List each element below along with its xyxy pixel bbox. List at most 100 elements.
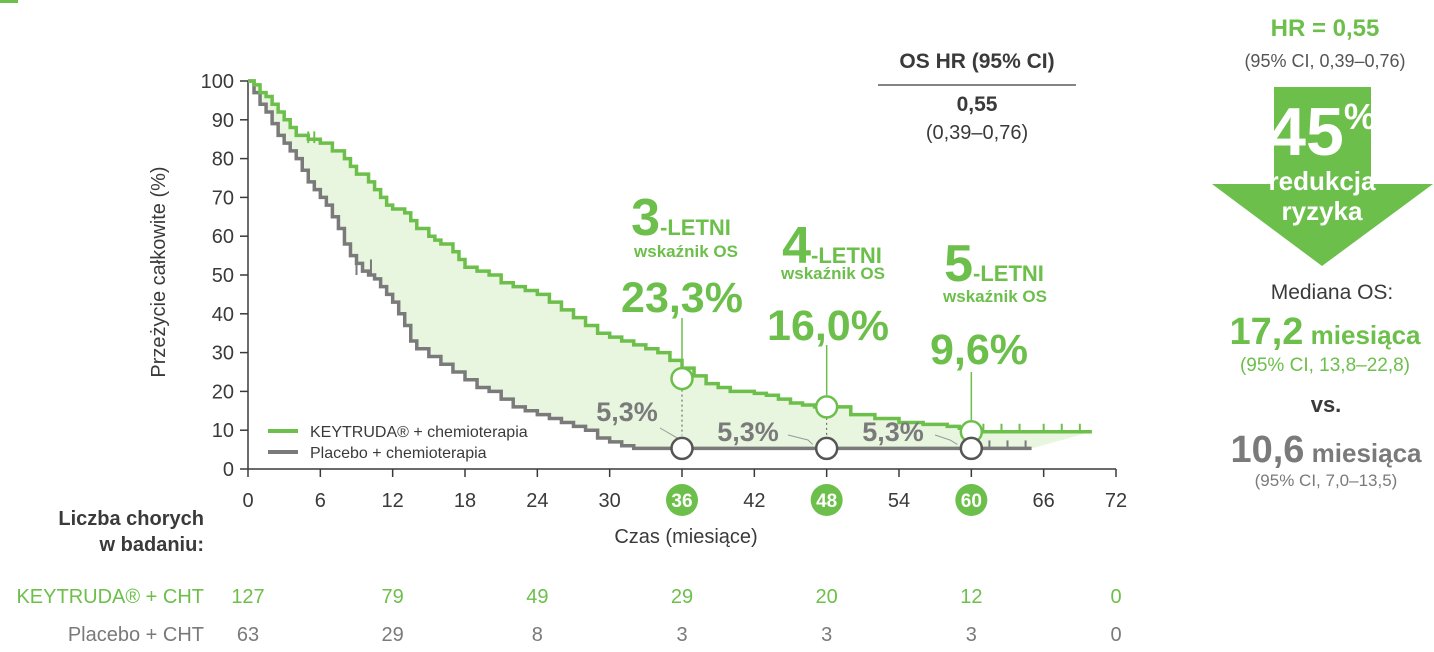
median-label: Mediana OS: [1271, 281, 1394, 304]
milestone-4y: 4-LETNI wskaźnik OS 16,0% 5,3% [717, 217, 889, 447]
y-tick-label-50: 50 [212, 265, 234, 287]
placebo-connector-36 [659, 427, 679, 439]
hr-ci: (95% CI, 0,39–0,76) [1244, 51, 1405, 71]
x-tick-label-0: 0 [242, 490, 253, 512]
risk-keytruda-0: 127 [231, 586, 264, 608]
milestone-4y-placebo: 5,3% [717, 417, 779, 447]
risk-table-title-1: Liczba chorych [58, 508, 204, 530]
milestone-5y-sub: wskaźnik OS [942, 287, 1047, 306]
legend: KEYTRUDA® + chemioterapia Placebo + chem… [268, 424, 528, 462]
placebo-connector-48 [787, 434, 814, 445]
shaded-area-tail [1031, 431, 1092, 449]
placebo-median-ci: (95% CI, 7,0–13,5) [1255, 471, 1398, 490]
x-tick-label-6: 6 [315, 490, 326, 512]
x-tick-label-72: 72 [1105, 490, 1127, 512]
y-tick-label-10: 10 [212, 420, 234, 442]
point-placebo-36 [670, 436, 694, 461]
risk-table-title-2: w badaniu: [99, 534, 204, 556]
risk-row-placebo-label: Placebo + CHT [68, 624, 204, 646]
y-tick-label-70: 70 [212, 187, 234, 209]
milestone-3y-value: 23,3% [621, 274, 743, 322]
risk-table: Liczba chorych w badaniu: KEYTRUDA® + CH… [16, 508, 1121, 646]
os-hr-header: OS HR (95% CI) [899, 50, 1054, 73]
shaded-area [248, 81, 1032, 449]
x-tick-label-54: 54 [888, 490, 910, 512]
keytruda-median-value: 17,2 [1229, 311, 1303, 353]
x-tick-label-42: 42 [743, 490, 765, 512]
os-hr-ci: (0,39–0,76) [926, 122, 1028, 144]
os-hr-value: 0,55 [957, 93, 998, 116]
point-keytruda-36 [670, 366, 694, 391]
risk-placebo-24: 8 [532, 624, 543, 646]
x-tick-label-36: 36 [671, 491, 692, 512]
milestone-5y-suffix: -LETNI [973, 261, 1044, 286]
y-tick-label-80: 80 [212, 149, 234, 171]
risk-placebo-12: 29 [382, 624, 404, 646]
risk-placebo-36: 3 [676, 624, 687, 646]
milestone-4y-value: 16,0% [767, 302, 889, 350]
vs-label: vs. [1311, 392, 1342, 417]
reduction-arrow [1212, 87, 1433, 266]
milestone-5y-num: 5 [944, 235, 973, 293]
milestone-5y-placebo: 5,3% [862, 417, 924, 447]
x-tick-highlight-36 [666, 484, 698, 516]
point-placebo-48 [814, 436, 839, 461]
svg-text:45%: 45% [1268, 94, 1376, 170]
risk-keytruda-24: 49 [526, 586, 548, 608]
x-tick-label-60: 60 [961, 491, 982, 512]
x-tick-label-18: 18 [454, 490, 476, 512]
milestone-3y-placebo: 5,3% [596, 397, 658, 427]
x-tick-highlight-60 [955, 484, 988, 516]
y-tick-label-40: 40 [212, 304, 234, 326]
x-tick-label-48: 48 [816, 491, 837, 512]
risk-keytruda-36: 29 [671, 586, 693, 608]
milestone-4y-suffix: -LETNI [811, 243, 882, 268]
risk-placebo-60: 3 [966, 624, 977, 646]
risk-keytruda-48: 20 [816, 586, 838, 608]
risk-row-keytruda-label: KEYTRUDA® + CHT [16, 586, 204, 608]
series-keytruda-line [248, 79, 1092, 434]
milestone-3y: 3-LETNI wskaźnik OS 23,3% 5,3% [596, 189, 743, 427]
y-tick-label-0: 0 [223, 459, 234, 481]
point-keytruda-48 [814, 395, 839, 419]
milestone-3y-suffix: -LETNI [660, 215, 731, 240]
placebo-median-value: 10,6 [1230, 429, 1304, 471]
placebo-median-unit: miesiąca [1312, 438, 1422, 468]
risk-placebo-48: 3 [821, 624, 832, 646]
svg-text:10,6 miesiąca: 10,6 miesiąca [1230, 429, 1422, 471]
svg-text:3-LETNI: 3-LETNI [631, 189, 731, 247]
keytruda-median-unit: miesiąca [1311, 320, 1421, 350]
milestone-3y-num: 3 [631, 189, 660, 247]
x-tick-label-12: 12 [382, 490, 404, 512]
x-tick-label-24: 24 [526, 490, 548, 512]
milestone-3y-sub: wskaźnik OS [633, 242, 738, 261]
svg-text:4-LETNI: 4-LETNI [782, 217, 882, 275]
milestone-5y: 5-LETNI wskaźnik OS 9,6% 5,3% [862, 235, 1047, 447]
reduction-pct: 45 [1268, 94, 1344, 170]
point-placebo-60 [959, 436, 984, 461]
right-panel: HR = 0,55 (95% CI, 0,39–0,76) 45% redukc… [1212, 15, 1433, 490]
risk-placebo-0: 63 [237, 624, 259, 646]
milestone-4y-num: 4 [782, 217, 811, 275]
milestone-4y-sub: wskaźnik OS [780, 264, 885, 283]
corner-accent [0, 0, 18, 3]
x-axis-title: Czas (miesiące) [614, 526, 757, 548]
y-axis-title: Przeżycie całkowite (%) [148, 166, 170, 377]
risk-placebo-72: 0 [1110, 624, 1121, 646]
reduction-line1: redukcja [1269, 166, 1376, 196]
milestone-5y-value: 9,6% [930, 326, 1028, 374]
svg-text:5-LETNI: 5-LETNI [944, 235, 1044, 293]
reduction-pct-sign: % [1344, 96, 1376, 137]
x-tick-label-66: 66 [1033, 490, 1055, 512]
legend-placebo-label: Placebo + chemioterapia [310, 445, 487, 462]
keytruda-median-ci: (95% CI, 13,8–22,8) [1240, 355, 1410, 376]
hr-title: HR = 0,55 [1271, 15, 1380, 42]
y-tick-label-20: 20 [212, 381, 234, 403]
x-tick-highlight-48 [810, 484, 843, 516]
y-tick-label-100: 100 [201, 71, 234, 93]
risk-keytruda-72: 0 [1110, 586, 1121, 608]
reduction-line2: ryzyka [1282, 196, 1363, 226]
placebo-connector-60 [934, 434, 958, 445]
